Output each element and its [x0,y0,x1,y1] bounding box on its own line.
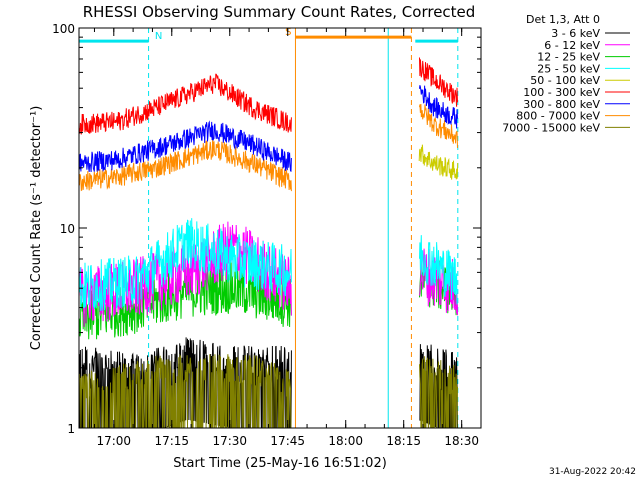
series-line-25-50kev [79,218,292,311]
flag-label: S [285,27,291,38]
x-tick-label: 18:00 [328,434,363,448]
y-tick-label: 100 [52,22,75,36]
y-tick-label: 1 [67,422,75,436]
series-line-800-7000kev [419,103,458,149]
plot-frame [78,27,482,429]
legend-label: 7000 - 15000 keV [502,121,600,134]
chart-title: RHESSI Observing Summary Count Rates, Co… [83,3,476,21]
legend-label: 100 - 300 keV [523,86,600,99]
legend-label: 300 - 800 keV [523,98,600,111]
legend-label: 25 - 50 keV [537,62,600,75]
legend-header: Det 1,3, Att 0 [526,13,600,26]
series-line-800-7000kev [79,139,292,192]
x-tick-label: 18:15 [386,434,421,448]
y-axis-label: Corrected Count Rate (s⁻¹ detector⁻¹) [29,106,44,351]
x-axis-label: Start Time (25-May-16 16:51:02) [173,456,387,471]
timestamp: 31-Aug-2022 20:42 [549,467,636,477]
series-line-100-300kev [419,57,458,107]
legend-label: 6 - 12 keV [544,39,600,52]
x-tick-label: 17:30 [212,434,247,448]
x-tick-label: 17:45 [270,434,305,448]
legend-label: 800 - 7000 keV [516,110,600,123]
flag-label: N [155,31,162,42]
series-line-25-50kev [419,235,458,305]
series-line-300-800kev [419,85,458,129]
series-line-7000-15000kev [419,356,458,428]
x-tick-label: 18:30 [444,434,479,448]
series-line-100-300kev [79,73,292,135]
legend-label: 50 - 100 keV [530,74,600,87]
series-line-300-800kev [79,120,292,173]
y-tick-label: 10 [60,222,75,236]
x-tick-label: 17:15 [154,434,189,448]
legend-label: 12 - 25 keV [537,51,600,64]
x-tick-label: 17:00 [96,434,131,448]
series-line-50-100kev [418,144,459,180]
legend-label: 3 - 6 keV [551,27,600,40]
series-line-7000-15000kev [79,353,292,428]
